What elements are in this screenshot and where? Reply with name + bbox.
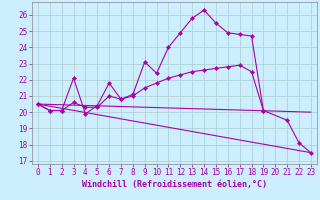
X-axis label: Windchill (Refroidissement éolien,°C): Windchill (Refroidissement éolien,°C) xyxy=(82,180,267,189)
